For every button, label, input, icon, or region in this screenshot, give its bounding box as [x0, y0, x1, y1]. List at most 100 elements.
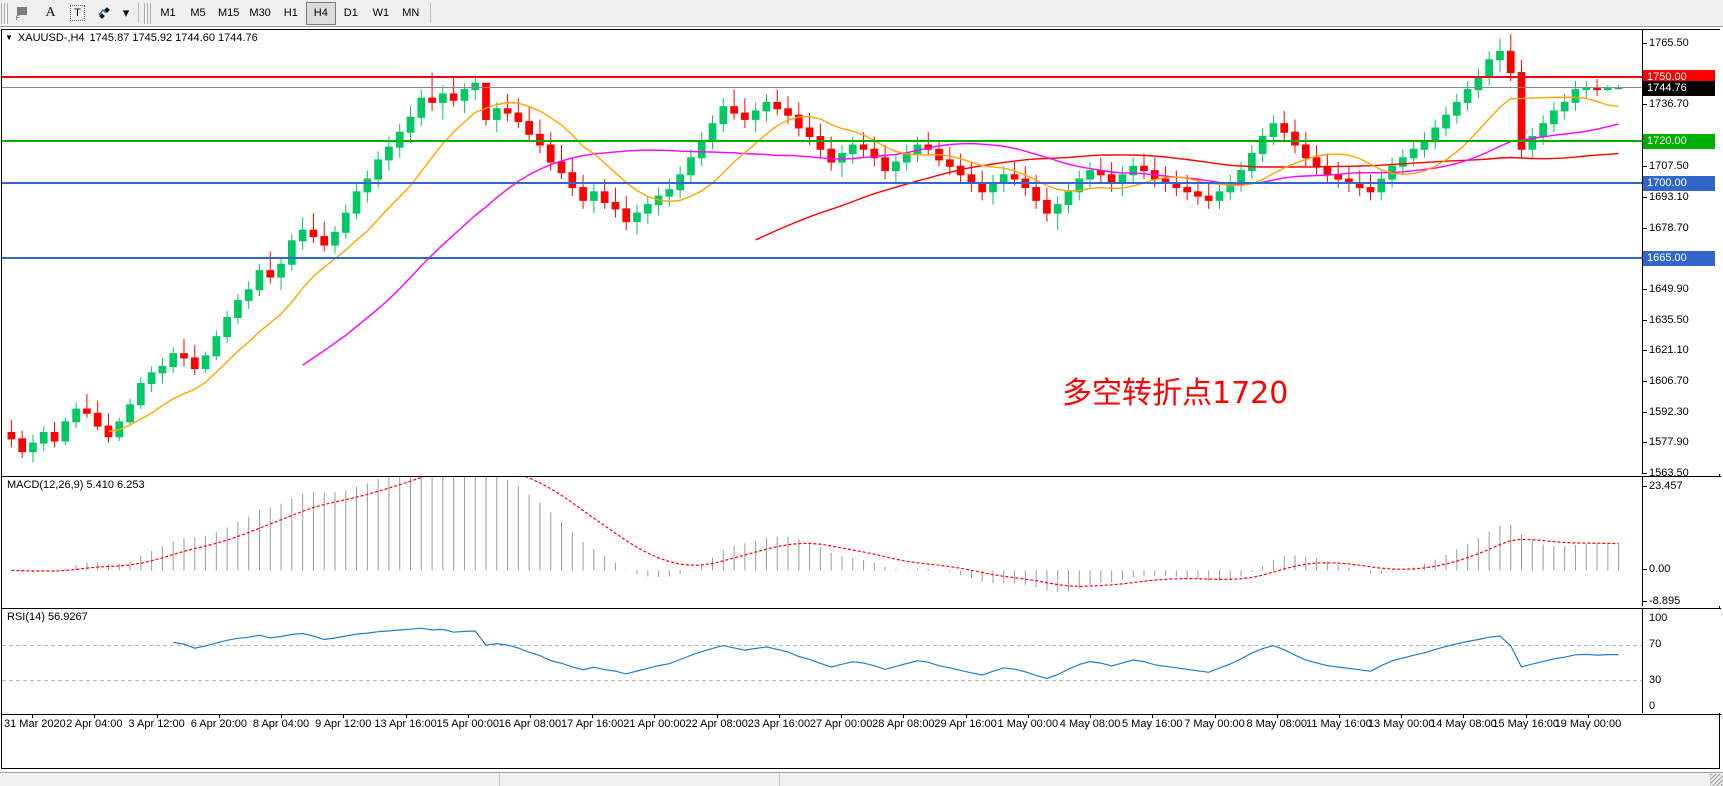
level-line-support-1665[interactable] — [2, 256, 1642, 259]
candle-body — [1506, 50, 1515, 74]
chart-annotation-text: 多空转折点1720 — [1062, 376, 1289, 411]
price-plot-area[interactable]: 多空转折点1720 — [2, 30, 1642, 474]
timeframe-d1[interactable]: D1 — [343, 7, 358, 19]
timeframe-mn[interactable]: MN — [402, 7, 420, 19]
text-box-icon[interactable]: T — [65, 2, 90, 25]
timeframe-toolbar-drag-handle[interactable] — [144, 2, 151, 24]
candle-body — [1485, 59, 1494, 78]
crosshair-grid-icon[interactable]: F — [11, 2, 36, 25]
objects-icon[interactable] — [92, 2, 117, 25]
time-tick-label: 15 May 16:00 — [1492, 718, 1559, 730]
time-tick-label: 7 May 00:00 — [1184, 718, 1245, 730]
price-tag-support-1665[interactable]: 1665.00 — [1643, 250, 1715, 266]
time-tick-label: 16 Apr 08:00 — [498, 718, 562, 730]
candle-body — [1183, 187, 1191, 193]
candle-body — [525, 121, 533, 135]
timeframe-h4[interactable]: H4 — [305, 1, 336, 25]
main-toolbar: F A T ▾ M1 M5 M15 M30 H1 H4 D1 W1 MN — [0, 0, 1723, 27]
candle-body — [7, 431, 16, 440]
timeframe-m15[interactable]: M15 — [218, 7, 240, 19]
timeframe-w1[interactable]: W1 — [372, 7, 390, 19]
candle-body — [611, 201, 620, 210]
time-tick-mark — [1401, 715, 1403, 718]
macd-pane[interactable]: MACD(12,26,9) 5.410 6.253 23.457 0.00 -8.8… — [2, 476, 1721, 607]
candle-body — [460, 89, 469, 101]
chart-menu-caret-icon[interactable]: ▼ — [5, 33, 13, 42]
price-axis-scale[interactable]: 1765.50 1750.00 1744.76 1736.70 1720.00 1707.… — [1642, 30, 1721, 479]
macd-plot-area[interactable] — [2, 477, 1642, 606]
candle-body — [439, 93, 447, 103]
candle-body — [622, 208, 631, 223]
macd-histogram — [21, 477, 1620, 593]
time-tick-label: 19 May 00:00 — [1554, 718, 1622, 730]
time-tick-mark — [218, 715, 220, 718]
chevron-down-icon[interactable]: ▾ — [122, 5, 130, 20]
candle-body — [665, 189, 674, 197]
candlestick-series — [7, 34, 1623, 463]
candle-body — [590, 191, 598, 201]
time-tick-label: 31 Mar 2020 — [4, 718, 66, 730]
price-tag-support-1700[interactable]: 1700.00 — [1643, 176, 1715, 192]
candle-body — [29, 442, 37, 453]
candle-body — [1323, 165, 1332, 176]
macd-signal-line — [11, 477, 1619, 588]
time-tick-mark — [32, 715, 34, 718]
time-tick-label: 1 May 00:00 — [997, 718, 1059, 730]
time-tick-label: 29 Apr 16:00 — [934, 718, 997, 730]
timeframe-m5[interactable]: M5 — [190, 7, 206, 19]
candle-body — [568, 172, 577, 189]
time-tick-label: 23 Apr 16:00 — [747, 718, 811, 730]
level-line-support-1700[interactable] — [2, 182, 1642, 185]
macd-indicator-label: MACD(12,26,9) 5.410 6.253 — [5, 479, 147, 491]
time-tick-mark — [1338, 715, 1340, 718]
resize-grip-icon[interactable] — [1711, 773, 1723, 786]
candle-body — [1334, 174, 1342, 180]
rsi-axis-scale[interactable]: 100 70 30 0 — [1642, 609, 1721, 713]
symbol-label: XAUUSD-,H4 — [17, 31, 85, 44]
rsi-indicator-label: RSI(14) 56.9267 — [5, 611, 90, 623]
level-line-resistance-1750[interactable] — [2, 75, 1642, 78]
candle-body — [697, 140, 706, 159]
timeframe-h1[interactable]: H1 — [283, 7, 298, 19]
time-tick-mark — [1027, 715, 1029, 718]
price-tag-current-price-1744-76[interactable]: 1744.76 — [1643, 81, 1715, 96]
toolbar-drag-handle[interactable] — [1, 2, 8, 24]
time-tick-mark — [1152, 715, 1154, 718]
price-pane[interactable]: 多空转折点1720 1765.50 1750.00 1744.76 1736.70 17… — [2, 30, 1721, 479]
candle-body — [449, 93, 458, 101]
timeframe-m30[interactable]: M30 — [249, 7, 271, 19]
candle-body — [1269, 123, 1278, 137]
time-tick-label: 17 Apr 16:00 — [561, 718, 624, 730]
time-tick-mark — [1090, 715, 1092, 718]
time-tick-mark — [903, 715, 905, 718]
level-line-current-price-1744-76[interactable] — [2, 87, 1642, 88]
rsi-plot-area[interactable] — [2, 609, 1642, 713]
toolbar-divider — [138, 3, 139, 23]
candle-body — [1032, 187, 1040, 201]
candle-body — [762, 101, 771, 112]
price-tag-pivot-1720[interactable]: 1720.00 — [1643, 133, 1715, 149]
status-cell-mid — [500, 773, 780, 786]
candle-body — [730, 106, 738, 114]
macd-axis-scale[interactable]: 23.457 0.00 -8.895 — [1642, 477, 1721, 607]
timeframe-m1[interactable]: M1 — [160, 7, 176, 19]
candle-body — [1399, 157, 1407, 167]
time-tick-mark — [1587, 715, 1589, 718]
chart-window[interactable]: ▼ XAUUSD-,H4 1745.87 1745.92 1744.60 174… — [1, 29, 1721, 769]
candle-body — [147, 372, 156, 384]
candle-body — [1463, 89, 1472, 103]
candle-body — [126, 404, 134, 423]
rsi-series-svg — [2, 627, 1642, 682]
svg-text:F: F — [16, 16, 20, 21]
candle-body — [600, 191, 609, 203]
text-label-icon[interactable]: A — [45, 5, 56, 20]
time-tick-mark — [156, 715, 158, 718]
level-line-pivot-1720[interactable] — [2, 139, 1642, 142]
candle-body — [428, 97, 436, 103]
time-tick-mark — [965, 715, 967, 718]
ma-mid-line — [302, 123, 1619, 366]
candle-body — [471, 82, 480, 91]
rsi-pane[interactable]: RSI(14) 56.9267 100 70 30 0 — [2, 608, 1721, 713]
time-axis[interactable]: 31 Mar 2020 2 Apr 04:00 3 Apr 12:00 6 Apr 2… — [2, 714, 1721, 734]
candle-body — [643, 204, 652, 214]
